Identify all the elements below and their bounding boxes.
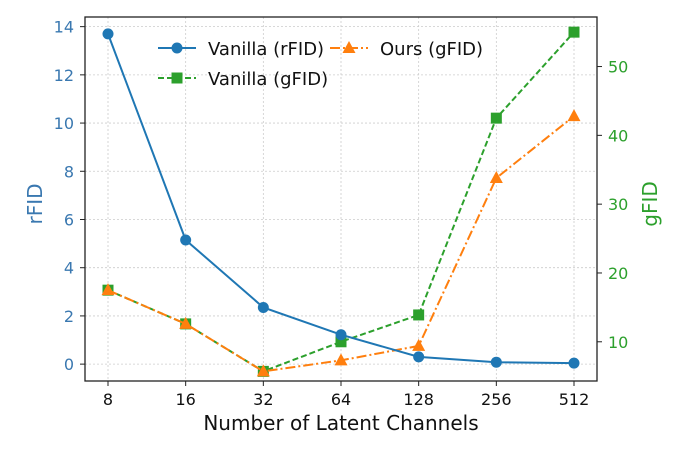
data-point [412,338,426,351]
data-point [567,109,581,122]
left-y-tick-label: 8 [64,162,74,181]
data-point [102,28,114,40]
data-point [413,309,425,321]
data-point [334,353,348,366]
legend-item: Vanilla (gFID) [158,69,328,90]
x-tick-label: 256 [481,390,512,409]
right-y-tick-label: 30 [608,195,628,214]
left-y-tick-label: 2 [64,307,74,326]
right-y-tick-label: 20 [608,264,628,283]
right-y-axis-label: gFID [638,181,662,227]
legend-marker [171,72,183,84]
x-tick-label: 64 [331,390,351,409]
left-y-axis-label: rFID [23,183,47,224]
data-point [489,171,503,184]
right-y-tick-label: 50 [608,58,628,77]
data-point [180,234,192,246]
x-tick-label: 32 [253,390,273,409]
series-vanilla-rfid- [102,28,580,369]
x-tick-label: 8 [103,390,113,409]
data-point [490,112,502,124]
x-axis-label: Number of Latent Channels [203,411,478,435]
left-y-tick-label: 0 [64,355,74,374]
series-lines [101,26,581,377]
grid [85,17,597,381]
x-tick-label: 128 [403,390,434,409]
data-point [256,364,270,377]
data-point [568,26,580,38]
data-point [413,351,425,363]
data-point [335,336,347,348]
left-y-tick-label: 6 [64,210,74,229]
legend: Vanilla (rFID) Vanilla (gFID) Ours (gFID) [158,39,483,90]
x-tick-label: 512 [559,390,590,409]
data-point [179,316,193,329]
data-point [568,357,580,369]
series-ours-gfid- [101,109,581,377]
data-point [490,356,502,368]
data-point [335,329,347,341]
data-point [257,301,269,313]
legend-label: Vanilla (gFID) [208,69,328,90]
left-y-axis: 0 2 4 6 8 10 12 14 [54,18,85,374]
legend-item: Vanilla (rFID) [158,39,324,60]
left-y-tick-label: 10 [54,114,74,133]
legend-label: Vanilla (rFID) [208,39,324,60]
legend-label: Ours (gFID) [380,39,483,60]
left-y-tick-label: 4 [64,259,74,278]
x-tick-label: 16 [175,390,195,409]
left-y-tick-label: 14 [54,18,74,37]
legend-marker [342,41,356,53]
x-axis: 8 16 32 64 128 256 512 [103,381,589,409]
left-y-tick-label: 12 [54,66,74,85]
right-y-tick-label: 10 [608,333,628,352]
right-y-axis: 10 20 30 40 50 [597,58,628,352]
legend-item: Ours (gFID) [330,39,483,60]
right-y-tick-label: 40 [608,126,628,145]
data-point [101,283,115,296]
legend-marker [171,42,183,54]
